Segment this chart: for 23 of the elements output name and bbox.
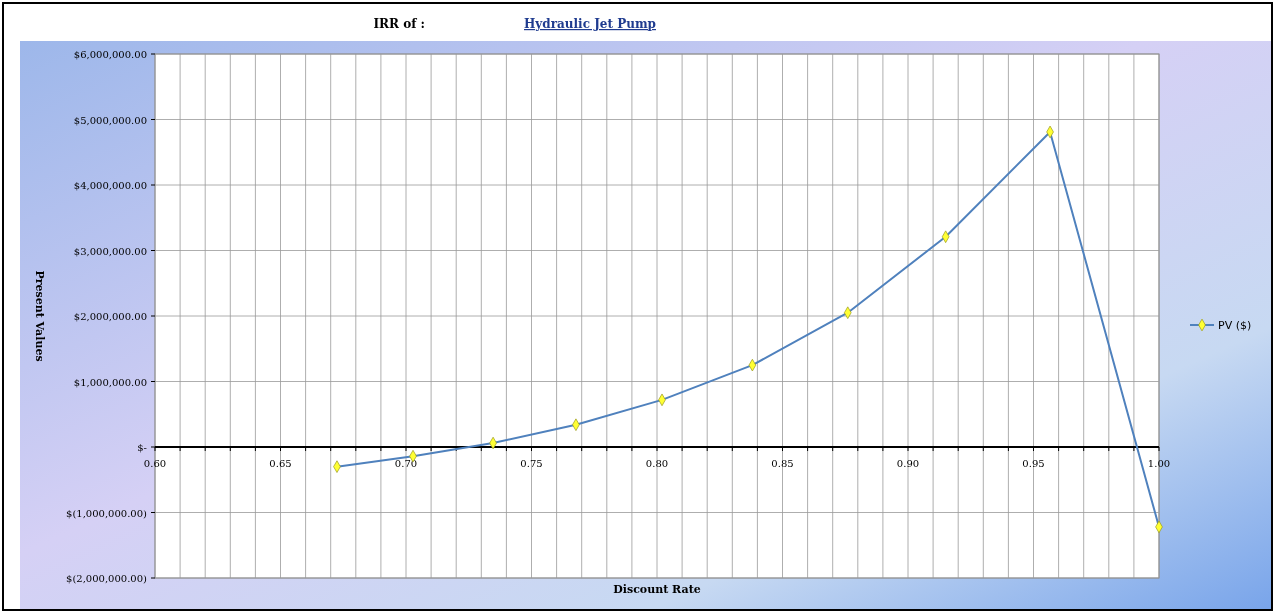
x-tick-label: 0.90 — [896, 458, 920, 469]
y-tick-label: $(2,000,000.00) — [66, 573, 148, 584]
x-tick-label: 0.75 — [520, 458, 543, 469]
y-tick-label: $2,000,000.00 — [73, 311, 147, 322]
x-axis-title: Discount Rate — [613, 583, 701, 596]
y-tick-label: $5,000,000.00 — [73, 114, 147, 126]
x-tick-label: 0.95 — [1022, 458, 1045, 469]
y-axis-title: Present Values — [33, 270, 46, 362]
y-tick-label: $(1,000,000.00) — [66, 507, 148, 519]
legend-label: PV ($) — [1218, 319, 1252, 332]
y-tick-label: $1,000,000.00 — [73, 376, 147, 388]
y-tick-label: $4,000,000.00 — [73, 180, 147, 191]
chart-title: IRR of : — [373, 17, 425, 31]
x-tick-label: 0.60 — [143, 458, 167, 469]
chart-subtitle: Hydraulic Jet Pump — [524, 17, 656, 31]
y-tick-label: $6,000,000.00 — [73, 49, 147, 60]
y-tick-label: $- — [137, 442, 147, 453]
x-tick-label: 0.70 — [394, 458, 418, 469]
x-tick-label: 0.85 — [771, 458, 794, 469]
x-tick-label: 1.00 — [1147, 458, 1171, 469]
y-tick-label: $3,000,000.00 — [73, 245, 147, 257]
x-tick-label: 0.65 — [269, 458, 292, 469]
x-tick-label: 0.80 — [645, 458, 669, 469]
